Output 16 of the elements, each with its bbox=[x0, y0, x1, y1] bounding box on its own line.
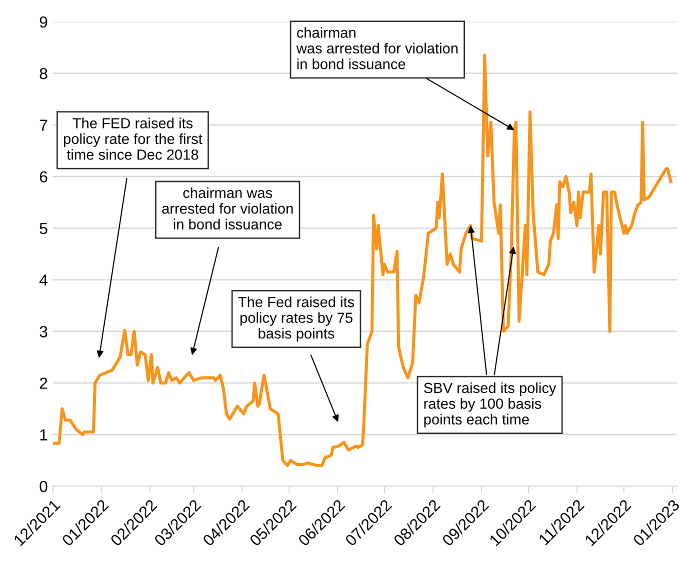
y-tick-label: 1 bbox=[40, 429, 48, 440]
y-tick-label: 4 bbox=[39, 274, 48, 286]
line-series bbox=[52, 54, 672, 468]
annotation: SBV raised its policy rates by 100 basis points each time bbox=[424, 382, 556, 428]
annotation: chairman was arrested for violation in bond issuance bbox=[162, 187, 293, 230]
y-tick-label: 6 bbox=[40, 171, 48, 182]
annotation: The FED raised its policy rate for the first time since Dec 2018 bbox=[64, 118, 202, 160]
y-tick-label: 5 bbox=[40, 222, 48, 234]
y-tick-label: 9 bbox=[40, 16, 48, 28]
y-tick-label: 3 bbox=[40, 326, 48, 338]
annotation: chairman was arrested for violation in bond issuance bbox=[296, 27, 458, 70]
y-tick-label: 0 bbox=[40, 480, 48, 492]
y-tick-label: 7 bbox=[40, 120, 48, 131]
annotation: The Fed raised its policy rates by 75 basis points bbox=[238, 296, 354, 342]
y-tick-label: 2 bbox=[40, 378, 48, 389]
y-tick-label: 8 bbox=[40, 68, 48, 80]
